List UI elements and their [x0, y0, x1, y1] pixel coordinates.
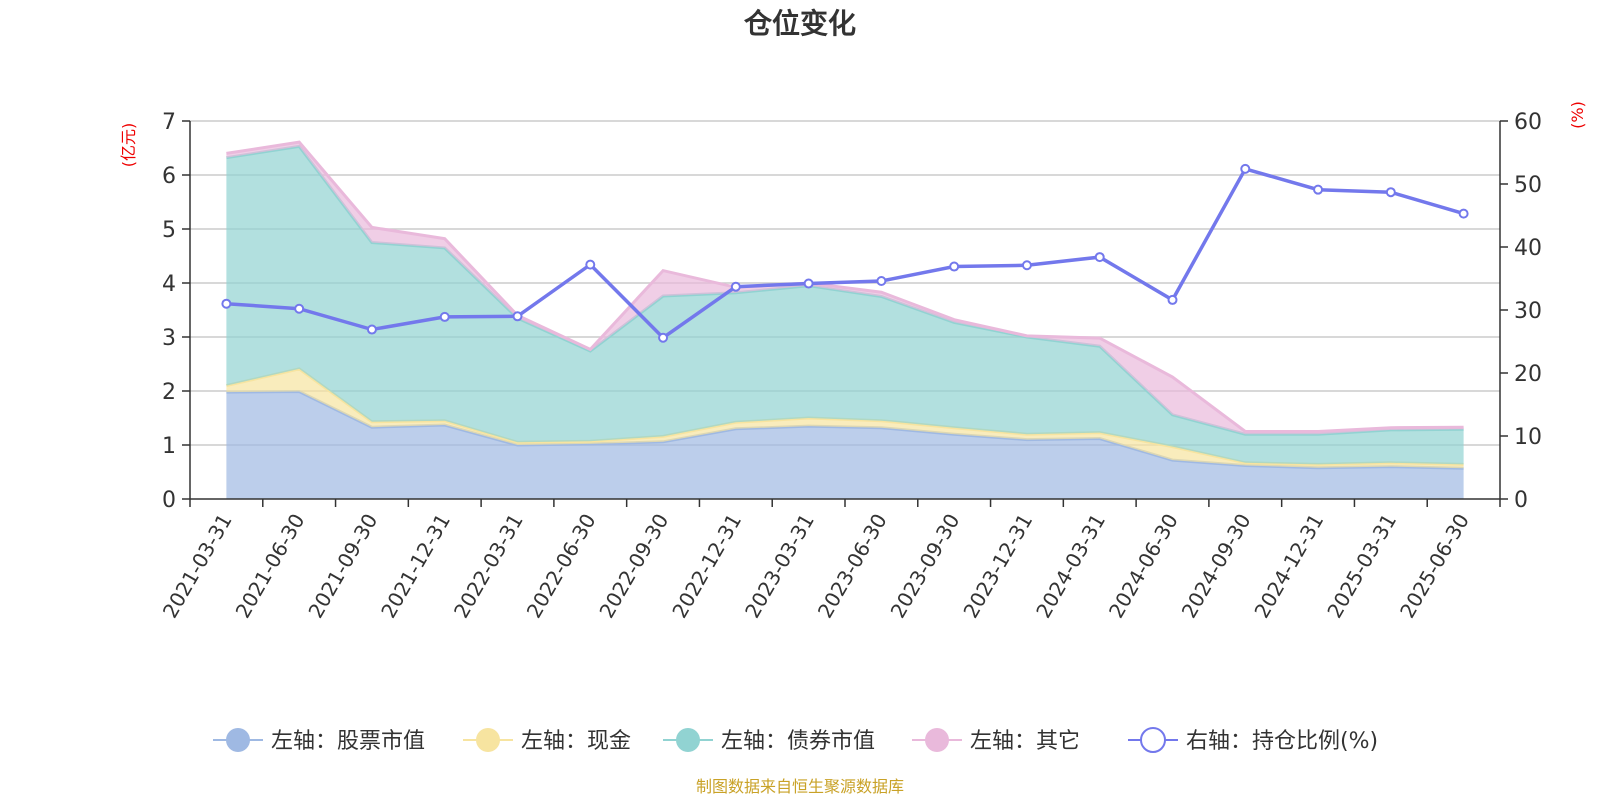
ratio-line-path [226, 166, 1465, 340]
legend-marker [1140, 727, 1166, 753]
right-axis-tick-label: 20 [1514, 362, 1542, 387]
ratio-line-point [439, 311, 450, 322]
x-axis-tick-label: 2021-03-31 [158, 510, 237, 623]
left-axis-tick-label: 6 [162, 164, 176, 189]
ratio-line-point [221, 298, 232, 309]
legend: 左轴：股票市值 左轴：现金 左轴：债券市值 左轴：其它 右轴：持仓比例(%) [213, 727, 1378, 754]
right-axis-unit: (%) [1568, 101, 1587, 129]
left-axis-tick-label: 2 [162, 380, 176, 405]
legend-item: 左轴：债券市值 [663, 728, 875, 754]
ratio-line-point [803, 278, 814, 289]
x-axis-tick-label: 2023-06-30 [813, 510, 892, 623]
left-axis-tick-label: 0 [162, 488, 176, 513]
ratio-line-point [1167, 294, 1178, 305]
legend-marker [476, 728, 500, 752]
ratio-line-point [949, 261, 960, 272]
right-axis-tick-label: 10 [1514, 425, 1542, 450]
legend-marker [925, 728, 949, 752]
legend-label: 左轴：现金 [521, 729, 631, 754]
right-axis-tick-label: 0 [1514, 488, 1528, 513]
legend-marker [226, 728, 250, 752]
ratio-line-point [1240, 163, 1251, 174]
right-axis-tick-label: 40 [1514, 236, 1542, 261]
legend-item: 左轴：其它 [912, 728, 1080, 754]
ratio-line-point [730, 281, 741, 292]
x-axis-tick-label: 2022-03-31 [449, 510, 528, 623]
x-axis-tick-label: 2021-12-31 [376, 510, 455, 623]
area-series-1 [226, 391, 1464, 499]
left-axis-tick-label: 4 [162, 272, 176, 297]
legend-item: 左轴：现金 [463, 728, 631, 754]
x-axis-tick-label: 2021-09-30 [303, 510, 382, 623]
left-axis-tick-label: 3 [162, 326, 176, 351]
left-axis-tick-label: 7 [162, 110, 176, 135]
legend-item: 左轴：股票市值 [213, 728, 425, 754]
x-axis-tick-label: 2025-06-30 [1395, 510, 1474, 623]
ratio-line-point [876, 276, 887, 287]
x-axis-tick-label: 2023-03-31 [740, 510, 819, 623]
legend-item: 右轴：持仓比例(%) [1128, 727, 1378, 754]
x-axis-tick-label: 2023-12-31 [958, 510, 1037, 623]
area-series-3 [226, 146, 1464, 465]
stacked-areas [226, 140, 1464, 499]
ratio-line [221, 163, 1469, 343]
ratio-line-point [1458, 208, 1469, 219]
legend-label: 左轴：其它 [970, 729, 1080, 754]
x-axis-tick-label: 2024-09-30 [1177, 510, 1256, 623]
ratio-line-point [1094, 252, 1105, 263]
ratio-line-point [1021, 260, 1032, 271]
left-axis-unit: (亿元) [119, 123, 138, 168]
legend-label: 左轴：股票市值 [271, 729, 425, 754]
x-axis-tick-label: 2025-03-31 [1322, 510, 1401, 623]
ratio-line-point [366, 324, 377, 335]
x-axis-tick-label: 2024-12-31 [1249, 510, 1328, 623]
x-axis-tick-label: 2022-12-31 [667, 510, 746, 623]
chart-title: 仓位变化 [744, 7, 856, 40]
x-axis-tick-label: 2022-06-30 [522, 510, 601, 623]
right-axis-tick-label: 50 [1514, 173, 1542, 198]
legend-label: 右轴：持仓比例(%) [1186, 729, 1378, 754]
area-series-4-edge [226, 140, 1464, 433]
legend-label: 左轴：债券市值 [721, 729, 875, 754]
left-axis-tick-label: 1 [162, 434, 176, 459]
data-source-note: 制图数据来自恒生聚源数据库 [696, 777, 904, 796]
ratio-line-point [294, 303, 305, 314]
ratio-line-point [658, 332, 669, 343]
ratio-line-point [1385, 187, 1396, 198]
left-axis-tick-label: 5 [162, 218, 176, 243]
ratio-line-point [585, 259, 596, 270]
x-axis-tick-label: 2023-09-30 [886, 510, 965, 623]
x-axis-tick-label: 2024-06-30 [1104, 510, 1183, 623]
ratio-line-point [1313, 184, 1324, 195]
legend-marker [676, 728, 700, 752]
right-axis-tick-label: 30 [1514, 299, 1542, 324]
x-axis-tick-label: 2021-06-30 [231, 510, 310, 623]
right-axis-tick-label: 60 [1514, 110, 1542, 135]
x-axis-tick-label: 2024-03-31 [1031, 510, 1110, 623]
x-axis-tick-label: 2022-09-30 [594, 510, 673, 623]
ratio-line-point [512, 311, 523, 322]
